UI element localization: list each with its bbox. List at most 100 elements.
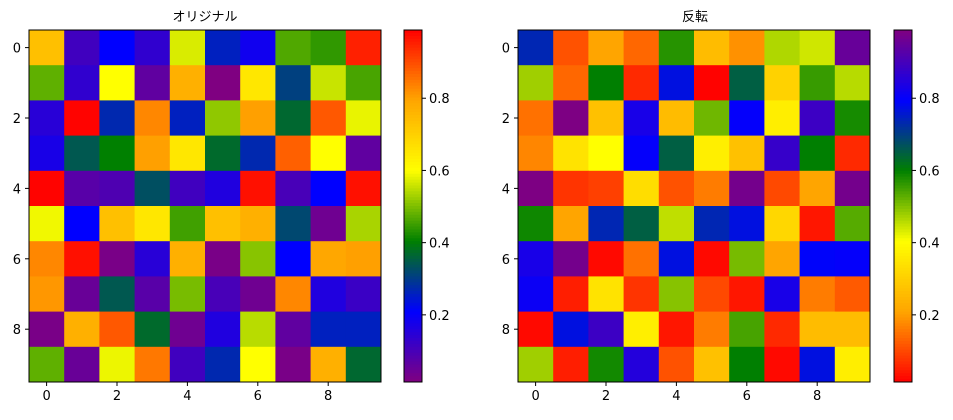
colorbar-segment [894,185,912,189]
y-tick-label: 2 [502,112,510,127]
heatmap-cell [518,206,554,242]
colorbar-segment [894,338,912,342]
colorbar-segment [404,56,422,60]
heatmap-cell [658,276,695,313]
heatmap-cell [29,206,65,242]
heatmap-cell [834,100,871,137]
colorbar-segment [404,62,422,66]
heatmap-cell [169,311,206,348]
colorbar-segment [894,329,912,333]
colorbar-segment [404,150,422,154]
colorbar-segment [894,214,912,219]
heatmap-cell [694,241,730,277]
colorbar-segment [404,349,422,354]
colorbar-segment [894,94,912,98]
colorbar-segment [894,226,912,230]
colorbar-segment [894,361,912,365]
heatmap-cell [64,170,100,207]
heatmap-cell [169,206,206,242]
heatmap-cell [275,311,312,348]
colorbar-segment [404,367,422,371]
heatmap-cell [588,276,625,313]
heatmap-cell [310,65,347,101]
colorbar-segment [404,173,422,178]
heatmap-cell [345,170,382,207]
colorbar-segment [894,258,912,263]
colorbar-segment [404,317,422,321]
heatmap-cell [275,241,312,277]
heatmap-cell [64,241,100,277]
heatmap-cell [205,276,241,313]
colorbar-segment [404,68,422,72]
x-tick-label: 0 [531,389,539,404]
heatmap-cell [275,346,312,383]
colorbar-segment [894,296,912,301]
heatmap-cell [275,135,312,172]
colorbar-frame [893,29,913,383]
colorbar-segment [894,379,912,383]
y-tick-label: 0 [13,42,21,57]
heatmap-cell [240,135,276,172]
colorbar-segment [894,30,912,34]
colorbar-segment [894,335,912,339]
heatmap-cell [518,65,554,101]
colorbar-segment [894,118,912,122]
heatmap-cell [29,346,65,383]
colorbar-segment [894,229,912,233]
heatmap-cell [834,276,871,313]
heatmap-cell [205,346,241,383]
colorbar-segment [894,294,912,298]
heatmap-cell [240,65,276,101]
heatmap-cell [729,170,765,207]
x-tick-label: 0 [42,389,50,404]
colorbar-segment [404,302,422,307]
heatmap-cell [623,206,660,242]
colorbar-segment [894,59,912,63]
heatmap-cell [834,135,871,172]
heatmap-cell [764,65,801,101]
heatmap-cell [345,346,382,383]
x-tick-label: 4 [672,389,680,404]
colorbar-segment [894,373,912,377]
heatmap-cell [623,241,660,277]
heatmap-cell [169,100,206,137]
heatmap-cell [169,346,206,383]
heatmap-cell [729,30,765,66]
colorbar-segment [404,103,422,107]
heatmap-cell [623,346,660,383]
colorbar-segment [404,335,422,339]
colorbar-segment [404,188,422,192]
heatmap-cell [345,206,382,242]
heatmap-cell [345,276,382,313]
colorbar-segment [894,120,912,125]
colorbar-segment [404,112,422,116]
heatmap-cell [134,30,171,66]
heatmap-cell [99,206,136,242]
heatmap-cell [310,170,347,207]
heatmap-cell [764,311,801,348]
heatmap-cell [310,241,347,277]
heatmap-cell [240,100,276,137]
colorbar-segment [404,364,422,368]
colorbar-segment [404,170,422,175]
heatmap-cell [799,276,836,313]
heatmap-cell [623,276,660,313]
heatmap-cell [345,241,382,277]
heatmap-cell [240,241,276,277]
colorbar-segment [404,194,422,198]
heatmap-cell [764,276,801,313]
heatmap-cell [64,65,100,101]
y-tick-label: 6 [13,253,21,268]
colorbar-segment [404,59,422,63]
axes-frame [28,29,382,383]
heatmap-cell [588,170,625,207]
heatmap-cell [834,30,871,66]
heatmap-cell [623,135,660,172]
heatmap-cell [64,135,100,172]
colorbar-segment [404,361,422,365]
colorbar-segment [894,41,912,46]
colorbar-segment [894,38,912,43]
colorbar-segment [404,288,422,292]
heatmap-cell [345,100,382,137]
heatmap-cell [29,100,65,137]
